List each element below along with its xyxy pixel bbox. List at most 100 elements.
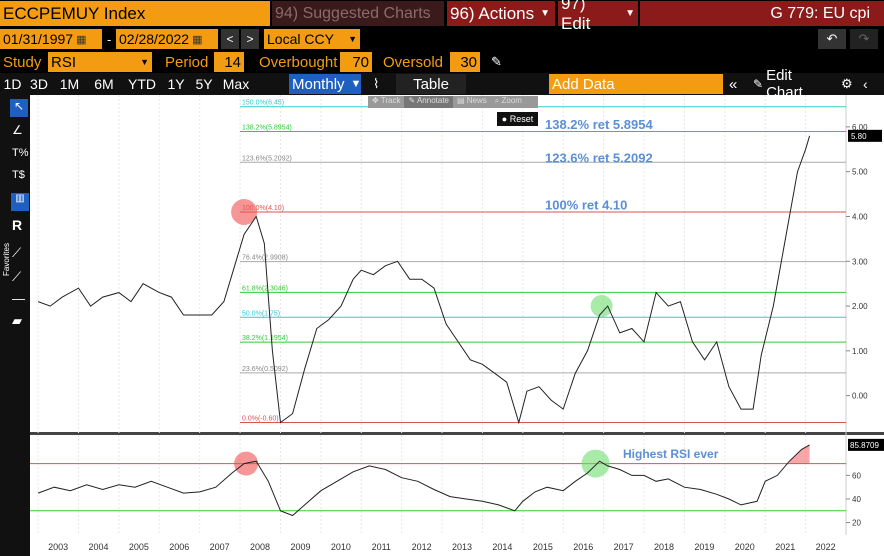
settings-icon[interactable]: ⚙: [841, 76, 853, 91]
overbought-input[interactable]: 70: [340, 52, 372, 72]
x-axis-bg: [30, 535, 884, 556]
horizontal-line-icon[interactable]: —: [12, 291, 25, 306]
drawing-toolbar: ↖ ∠ T% T$ ▥ R Favorites ⟋ ⟋ — ▰: [0, 95, 30, 556]
pencil-icon: ✎: [753, 77, 764, 91]
fib-level-label: 23.6%(0.5092): [242, 366, 288, 373]
oversold-input[interactable]: 30: [450, 52, 480, 72]
study-label: Study: [3, 53, 42, 71]
range-button-5y[interactable]: 5Y: [195, 76, 213, 92]
undo-button[interactable]: ↶: [818, 29, 846, 49]
start-date-field[interactable]: 01/31/1997 ▦: [0, 29, 102, 49]
chart-annotation: 123.6% ret 5.2092: [545, 151, 653, 166]
currency-value: Local CCY: [267, 31, 334, 47]
x-tick-label: 2013: [452, 542, 472, 552]
x-tick-label: 2014: [492, 542, 512, 552]
range-button-1m[interactable]: 1M: [59, 76, 80, 92]
panel-divider[interactable]: [30, 432, 884, 435]
range-button-6m[interactable]: 6M: [94, 76, 114, 92]
rsi-last-value-label: 85.8709: [850, 441, 879, 450]
end-date-value: 02/28/2022: [119, 31, 190, 47]
redo-button[interactable]: ↷: [850, 29, 878, 49]
edit-chart-button[interactable]: ✎ Edit Chart: [750, 67, 834, 101]
actions-label: 96) Actions: [450, 3, 535, 23]
start-date-value: 01/31/1997: [3, 31, 74, 47]
study-select[interactable]: RSI ▼: [48, 52, 152, 72]
x-tick-label: 2022: [816, 542, 836, 552]
fib-level-label: 38.2%(1.1954): [242, 335, 288, 342]
prev-period-button[interactable]: <: [221, 29, 239, 49]
fib-level-label: 50.0%(1.75): [242, 310, 280, 317]
period-input[interactable]: 14: [214, 52, 244, 72]
fib-dollar-icon[interactable]: T$: [12, 169, 25, 181]
chevron-down-icon: ▼: [140, 57, 149, 67]
range-button-1d[interactable]: 1D: [3, 76, 22, 92]
y-tick-label: 4.00: [852, 212, 868, 221]
pencil-icon[interactable]: ✎: [491, 54, 502, 69]
last-value-label: 5.80: [851, 132, 867, 141]
next-period-button[interactable]: >: [241, 29, 259, 49]
cursor-icon[interactable]: ↖: [10, 99, 28, 117]
range-buttons: 1D 3D 1M 6M YTD 1Y 5Y Max: [0, 73, 254, 95]
range-button-1y[interactable]: 1Y: [167, 76, 185, 92]
fib-level-label: 100.0%(4.10): [242, 205, 284, 212]
reset-button[interactable]: ● Reset: [497, 112, 538, 126]
track-button[interactable]: ✥ Track: [372, 96, 401, 105]
chart-area[interactable]: 2003 2004 2005 2006 2007 2008 2009 2010 2011 2012…: [30, 95, 884, 556]
fib-level-label: 0.0%(-0.60): [242, 416, 279, 423]
fib-retracement-icon[interactable]: ▥: [11, 193, 29, 211]
frequency-select[interactable]: Monthly ▼: [289, 74, 361, 94]
eraser-icon[interactable]: ▰: [12, 313, 22, 328]
collapse-icon[interactable]: «: [729, 75, 738, 93]
period-label: Period: [165, 53, 209, 71]
overbought-label: Overbought: [259, 53, 338, 71]
price-panel-bg: [30, 95, 884, 432]
x-tick-label: 2007: [210, 542, 230, 552]
range-button-max[interactable]: Max: [222, 76, 250, 92]
y-tick-label: 6.00: [852, 123, 868, 132]
suggested-charts-button[interactable]: 94) Suggested Charts: [272, 1, 444, 26]
end-date-field[interactable]: 02/28/2022 ▦: [116, 29, 218, 49]
range-button-ytd[interactable]: YTD: [128, 76, 156, 92]
x-tick-label: 2011: [372, 542, 391, 552]
chevron-down-icon: ▼: [540, 8, 551, 19]
fib-level-label: 123.6%(5.2092): [242, 155, 292, 162]
chart-mini-toolbar: ✥ Track ✎ Annotate ▤ News ⌕ Zoom: [368, 96, 538, 108]
chevron-left-icon[interactable]: ‹: [863, 76, 868, 92]
edit-menu[interactable]: 97) Edit ▼: [558, 0, 638, 33]
text-tool-icon[interactable]: R: [12, 217, 23, 233]
overbought-fill: [789, 444, 810, 464]
table-button[interactable]: Table: [396, 74, 466, 94]
actions-menu[interactable]: 96) Actions ▼: [447, 1, 555, 26]
range-button-3d[interactable]: 3D: [30, 76, 48, 92]
zoom-button[interactable]: ⌕ Zoom: [494, 96, 522, 105]
calendar-icon[interactable]: ▦: [192, 33, 203, 46]
x-tick-label: 2012: [412, 542, 432, 552]
rsi-highlight-circle: [581, 449, 610, 478]
trend-line-icon[interactable]: ⟋: [12, 245, 22, 260]
chevron-down-icon: ▼: [350, 78, 362, 90]
last-value-badge: [848, 129, 882, 142]
currency-select[interactable]: Local CCY ▼: [264, 29, 360, 49]
chart-type-icon[interactable]: ⌇: [373, 76, 380, 91]
x-tick-label: 2021: [775, 542, 795, 552]
peak-highlight-circle: [231, 198, 258, 225]
y-tick-label: 40: [852, 495, 861, 504]
add-data-input[interactable]: Add Data: [549, 74, 723, 94]
x-tick-label: 2004: [88, 542, 108, 552]
line-tool-icon[interactable]: ∠: [12, 123, 23, 137]
x-tick-label: 2019: [694, 542, 714, 552]
y-tick-label: 20: [852, 519, 861, 528]
fib-percent-icon[interactable]: T%: [12, 147, 29, 159]
y-tick-label: 5.00: [852, 168, 868, 177]
x-tick-label: 2017: [614, 542, 634, 552]
ray-icon[interactable]: ⟋: [12, 269, 22, 284]
y-tick-label: 2.00: [852, 302, 868, 311]
news-button[interactable]: ▤ News: [457, 96, 487, 105]
calendar-icon[interactable]: ▦: [76, 33, 87, 46]
fib-level-label: 138.2%(5.8954): [242, 125, 292, 132]
annotate-button[interactable]: ✎ Annotate: [404, 96, 453, 108]
ticker-field[interactable]: ECCPEMUY Index: [0, 1, 270, 26]
favorites-label: Favorites: [1, 243, 11, 276]
x-tick-label: 2006: [169, 542, 189, 552]
y-tick-label: 0.00: [852, 392, 868, 401]
